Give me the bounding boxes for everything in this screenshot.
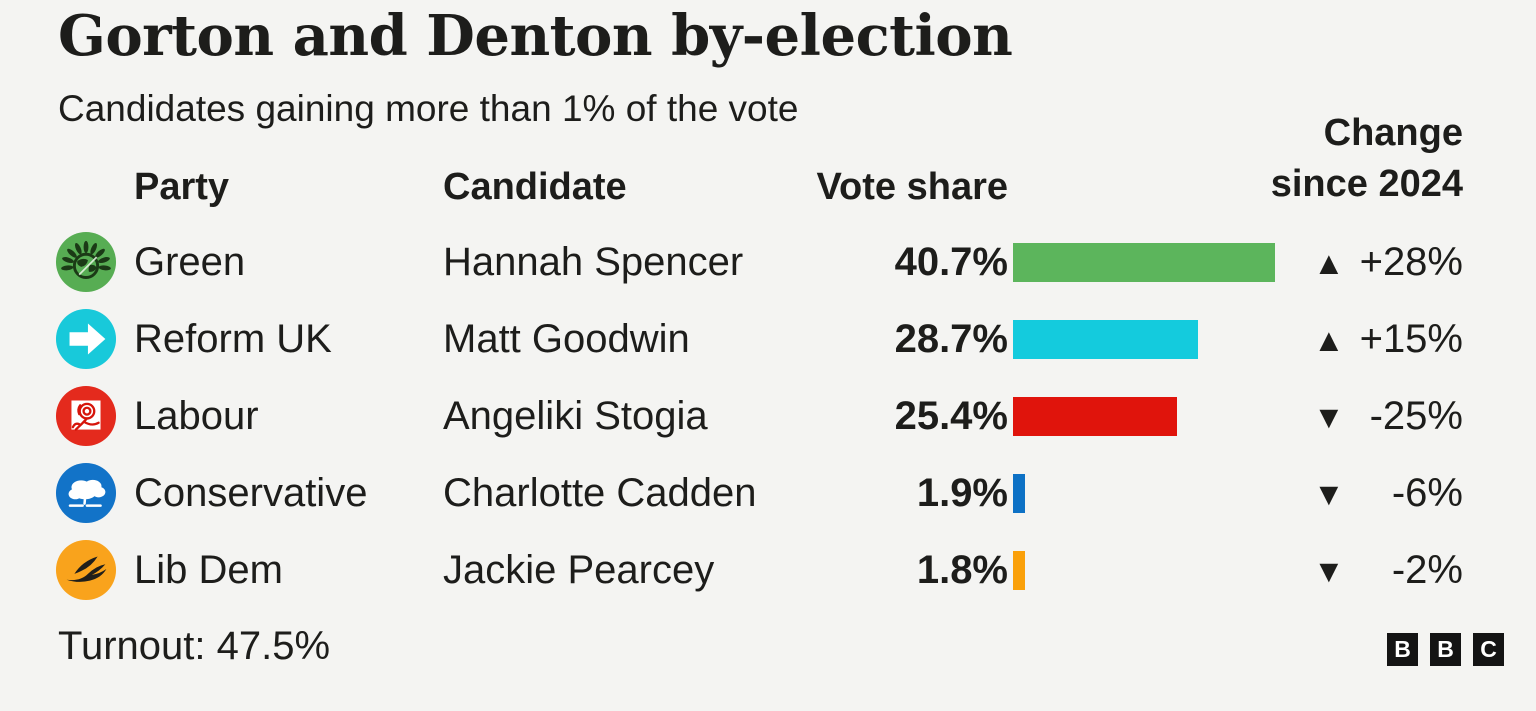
change-value: +28% [1359,240,1463,284]
turnout-note: Turnout: 47.5% [58,624,331,668]
bbc-logo-letter: C [1473,633,1504,666]
vote-share-bar [1013,320,1198,359]
change-down-icon-wrap: ▼ -25% [1313,378,1463,455]
vote-share-bar [1013,243,1275,282]
green-party-icon [55,231,117,293]
party-label: Reform UK [134,317,332,361]
vote-share-bar [1013,397,1177,436]
vote-share-value: 1.8% [916,548,1008,592]
change-value: -2% [1391,548,1463,592]
chart-subtitle: Candidates gaining more than 1% of the v… [58,88,799,129]
party-label: Labour [134,394,259,438]
column-header-change: Change since 2024 [1203,108,1463,210]
change-value: +15% [1359,317,1463,361]
table-row: Labour Angeliki Stogia 25.4% ▼ -25% [0,378,1536,455]
table-row: Conservative Charlotte Cadden 1.9% ▼ -6% [0,455,1536,532]
party-label: Lib Dem [134,548,283,592]
bbc-logo-letter: B [1387,633,1418,666]
labour-icon [55,385,117,447]
change-down-icon: ▼ [1313,552,1345,589]
change-down-icon: ▼ [1313,475,1345,512]
column-header-vote-share: Vote share [816,166,1008,208]
conservative-icon [55,462,117,524]
candidate-name: Jackie Pearcey [443,548,715,592]
column-header-candidate: Candidate [443,166,627,208]
candidate-name: Angeliki Stogia [443,394,708,438]
vote-share-bar [1013,551,1025,590]
column-header-party: Party [134,166,230,208]
vote-share-value: 1.9% [916,471,1008,515]
change-value: -6% [1391,471,1463,515]
table-row: Lib Dem Jackie Pearcey 1.8% ▼ -2% [0,532,1536,609]
change-cell: ▲ +28% [1313,224,1463,301]
bbc-logo: B B C [1387,633,1504,666]
vote-share-value: 25.4% [894,394,1008,438]
candidate-name: Matt Goodwin [443,317,690,361]
party-label: Green [134,240,246,284]
column-header-change-line2: since 2024 [1270,162,1463,205]
table-row: Reform UK Matt Goodwin 28.7% ▲ +15% [0,301,1536,378]
vote-share-value: 40.7% [894,240,1008,284]
page-title: Gorton and Denton by-election [58,3,1013,69]
change-value: -25% [1369,394,1463,438]
party-label: Conservative [134,471,368,515]
bbc-logo-letter: B [1430,633,1461,666]
libdem-icon [55,539,117,601]
vote-share-bar [1013,474,1025,513]
candidate-name: Charlotte Cadden [443,471,757,515]
change-down-icon: ▼ [1313,398,1345,435]
candidate-name: Hannah Spencer [443,240,744,284]
change-cell: ▼ -6% [1313,455,1463,532]
table-row: Green Hannah Spencer 40.7% ▲ +28% [0,224,1536,301]
change-cell: ▼ -2% [1313,532,1463,609]
column-header-change-line1: Change [1323,112,1463,154]
reform-uk-icon [55,308,117,370]
vote-share-value: 28.7% [894,317,1008,361]
change-cell: ▲ +15% [1313,301,1463,378]
change-up-icon: ▲ [1313,244,1345,281]
change-up-icon: ▲ [1313,321,1345,358]
